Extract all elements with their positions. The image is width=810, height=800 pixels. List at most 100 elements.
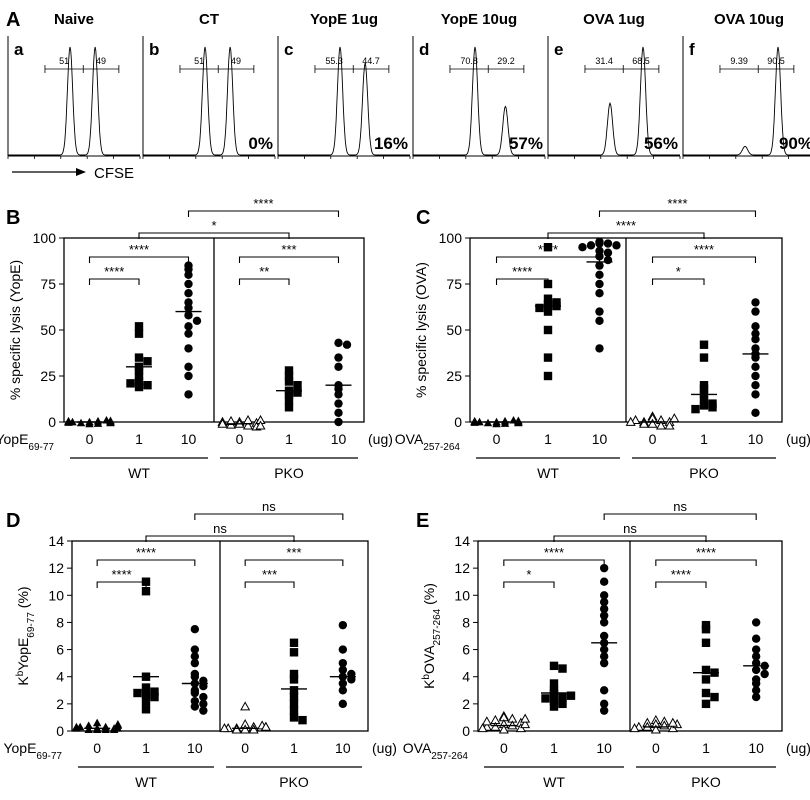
- data-point: [338, 645, 348, 654]
- comparison-bracket: ****: [503, 545, 605, 566]
- histogram-title: CT: [199, 11, 219, 28]
- data-point: [184, 303, 193, 313]
- scatter-panel-d: 0 2 4 6 8 10 12 14 KbYopE69-77 (%) 0 1 10 0 1 10 YopE69…: [3, 499, 396, 790]
- dose-label: 10: [748, 431, 764, 447]
- data-point: [477, 723, 488, 733]
- data-point: [334, 390, 343, 399]
- comparison-bracket: ***: [238, 242, 340, 263]
- data-point: [586, 241, 596, 250]
- data-point: [190, 672, 200, 681]
- data-point: [190, 652, 200, 661]
- data-point: [284, 377, 294, 386]
- y-tick-label: 75: [446, 276, 462, 292]
- y-axis-label: KbOVA257-264 (%): [421, 583, 443, 689]
- data-point: [342, 340, 352, 349]
- y-tick-label: 0: [462, 723, 470, 739]
- data-point: [543, 294, 553, 303]
- data-point: [289, 638, 299, 647]
- data-point: [638, 418, 650, 428]
- y-tick-label: 14: [48, 533, 64, 549]
- genotype-label: WT: [135, 774, 157, 790]
- bracket-line: [238, 278, 290, 285]
- data-point: [289, 686, 299, 695]
- y-tick-label: 100: [439, 230, 463, 246]
- group-wt-10: [591, 563, 618, 715]
- data-point: [298, 715, 307, 725]
- data-point: [141, 705, 151, 714]
- dose-label: 0: [500, 740, 508, 756]
- data-point: [599, 563, 609, 573]
- data-point: [751, 390, 760, 399]
- group-pko-0: [219, 701, 271, 734]
- data-point: [595, 316, 604, 325]
- histogram-curve: [683, 46, 810, 156]
- significance-label: *: [526, 567, 531, 582]
- data-point: [289, 713, 299, 722]
- gate-right-value: 49: [231, 56, 241, 66]
- dose-label: 1: [550, 740, 558, 756]
- comparison-bracket: ns: [145, 521, 295, 542]
- data-point: [751, 679, 761, 688]
- bracket-line: [651, 278, 705, 285]
- data-point: [293, 388, 302, 397]
- bracket-line: [187, 210, 340, 217]
- group-pko-10: [742, 298, 769, 417]
- data-point: [190, 625, 200, 634]
- data-point: [599, 591, 609, 600]
- data-point: [543, 243, 553, 252]
- data-point: [599, 686, 609, 695]
- data-point: [242, 420, 254, 430]
- data-point: [595, 270, 604, 279]
- data-point: [141, 696, 151, 706]
- data-point: [599, 699, 609, 709]
- dose-label: 10: [335, 740, 351, 756]
- data-point: [595, 261, 604, 270]
- group-wt-10: [181, 625, 208, 715]
- comparison-bracket: ****: [655, 567, 707, 588]
- group-pko-10: [329, 620, 356, 709]
- dose-label: 0: [493, 431, 501, 447]
- data-point: [248, 724, 259, 734]
- data-point: [498, 724, 509, 734]
- significance-label: ****: [616, 218, 636, 233]
- genotype-label: PKO: [691, 774, 721, 790]
- data-point: [199, 699, 208, 709]
- y-axis-label: KbYopE69-77 (%): [15, 586, 37, 685]
- data-point: [134, 353, 144, 362]
- bracket-line: [194, 513, 344, 520]
- comparison-bracket: ****: [547, 218, 705, 239]
- data-point: [199, 692, 208, 702]
- bracket-line: [655, 559, 757, 566]
- data-point: [126, 379, 135, 388]
- significance-label: **: [259, 264, 269, 279]
- peptide-label: OVA257-264: [403, 740, 469, 762]
- bracket-line: [88, 278, 140, 285]
- comparison-bracket: ****: [655, 545, 757, 566]
- significance-label: ****: [136, 545, 156, 560]
- data-point: [664, 420, 675, 430]
- histogram-letter: e: [554, 40, 563, 59]
- data-point: [699, 353, 709, 362]
- data-point: [543, 325, 553, 335]
- data-point: [751, 381, 760, 390]
- y-tick-label: 4: [462, 669, 470, 685]
- dose-label: 10: [596, 740, 612, 756]
- data-point: [701, 665, 711, 675]
- group-wt-1: [133, 577, 159, 714]
- data-point: [134, 329, 144, 338]
- data-point: [699, 401, 709, 410]
- group-pko-1: [281, 638, 307, 725]
- histogram-curve: [548, 46, 680, 156]
- group-wt-0: [470, 415, 523, 428]
- comparison-bracket: ****: [187, 196, 340, 217]
- data-point: [109, 725, 119, 734]
- data-point: [284, 371, 294, 381]
- genotype-label: PKO: [274, 465, 304, 481]
- data-point: [284, 366, 294, 375]
- scatter-panel-e: 0 2 4 6 8 10 12 14 KbOVA257-264 (%) 0 1 10 0 1 10 OVA25…: [403, 499, 810, 790]
- group-pko-10: [325, 338, 352, 427]
- data-point: [558, 664, 567, 673]
- significance-label: ****: [512, 264, 532, 279]
